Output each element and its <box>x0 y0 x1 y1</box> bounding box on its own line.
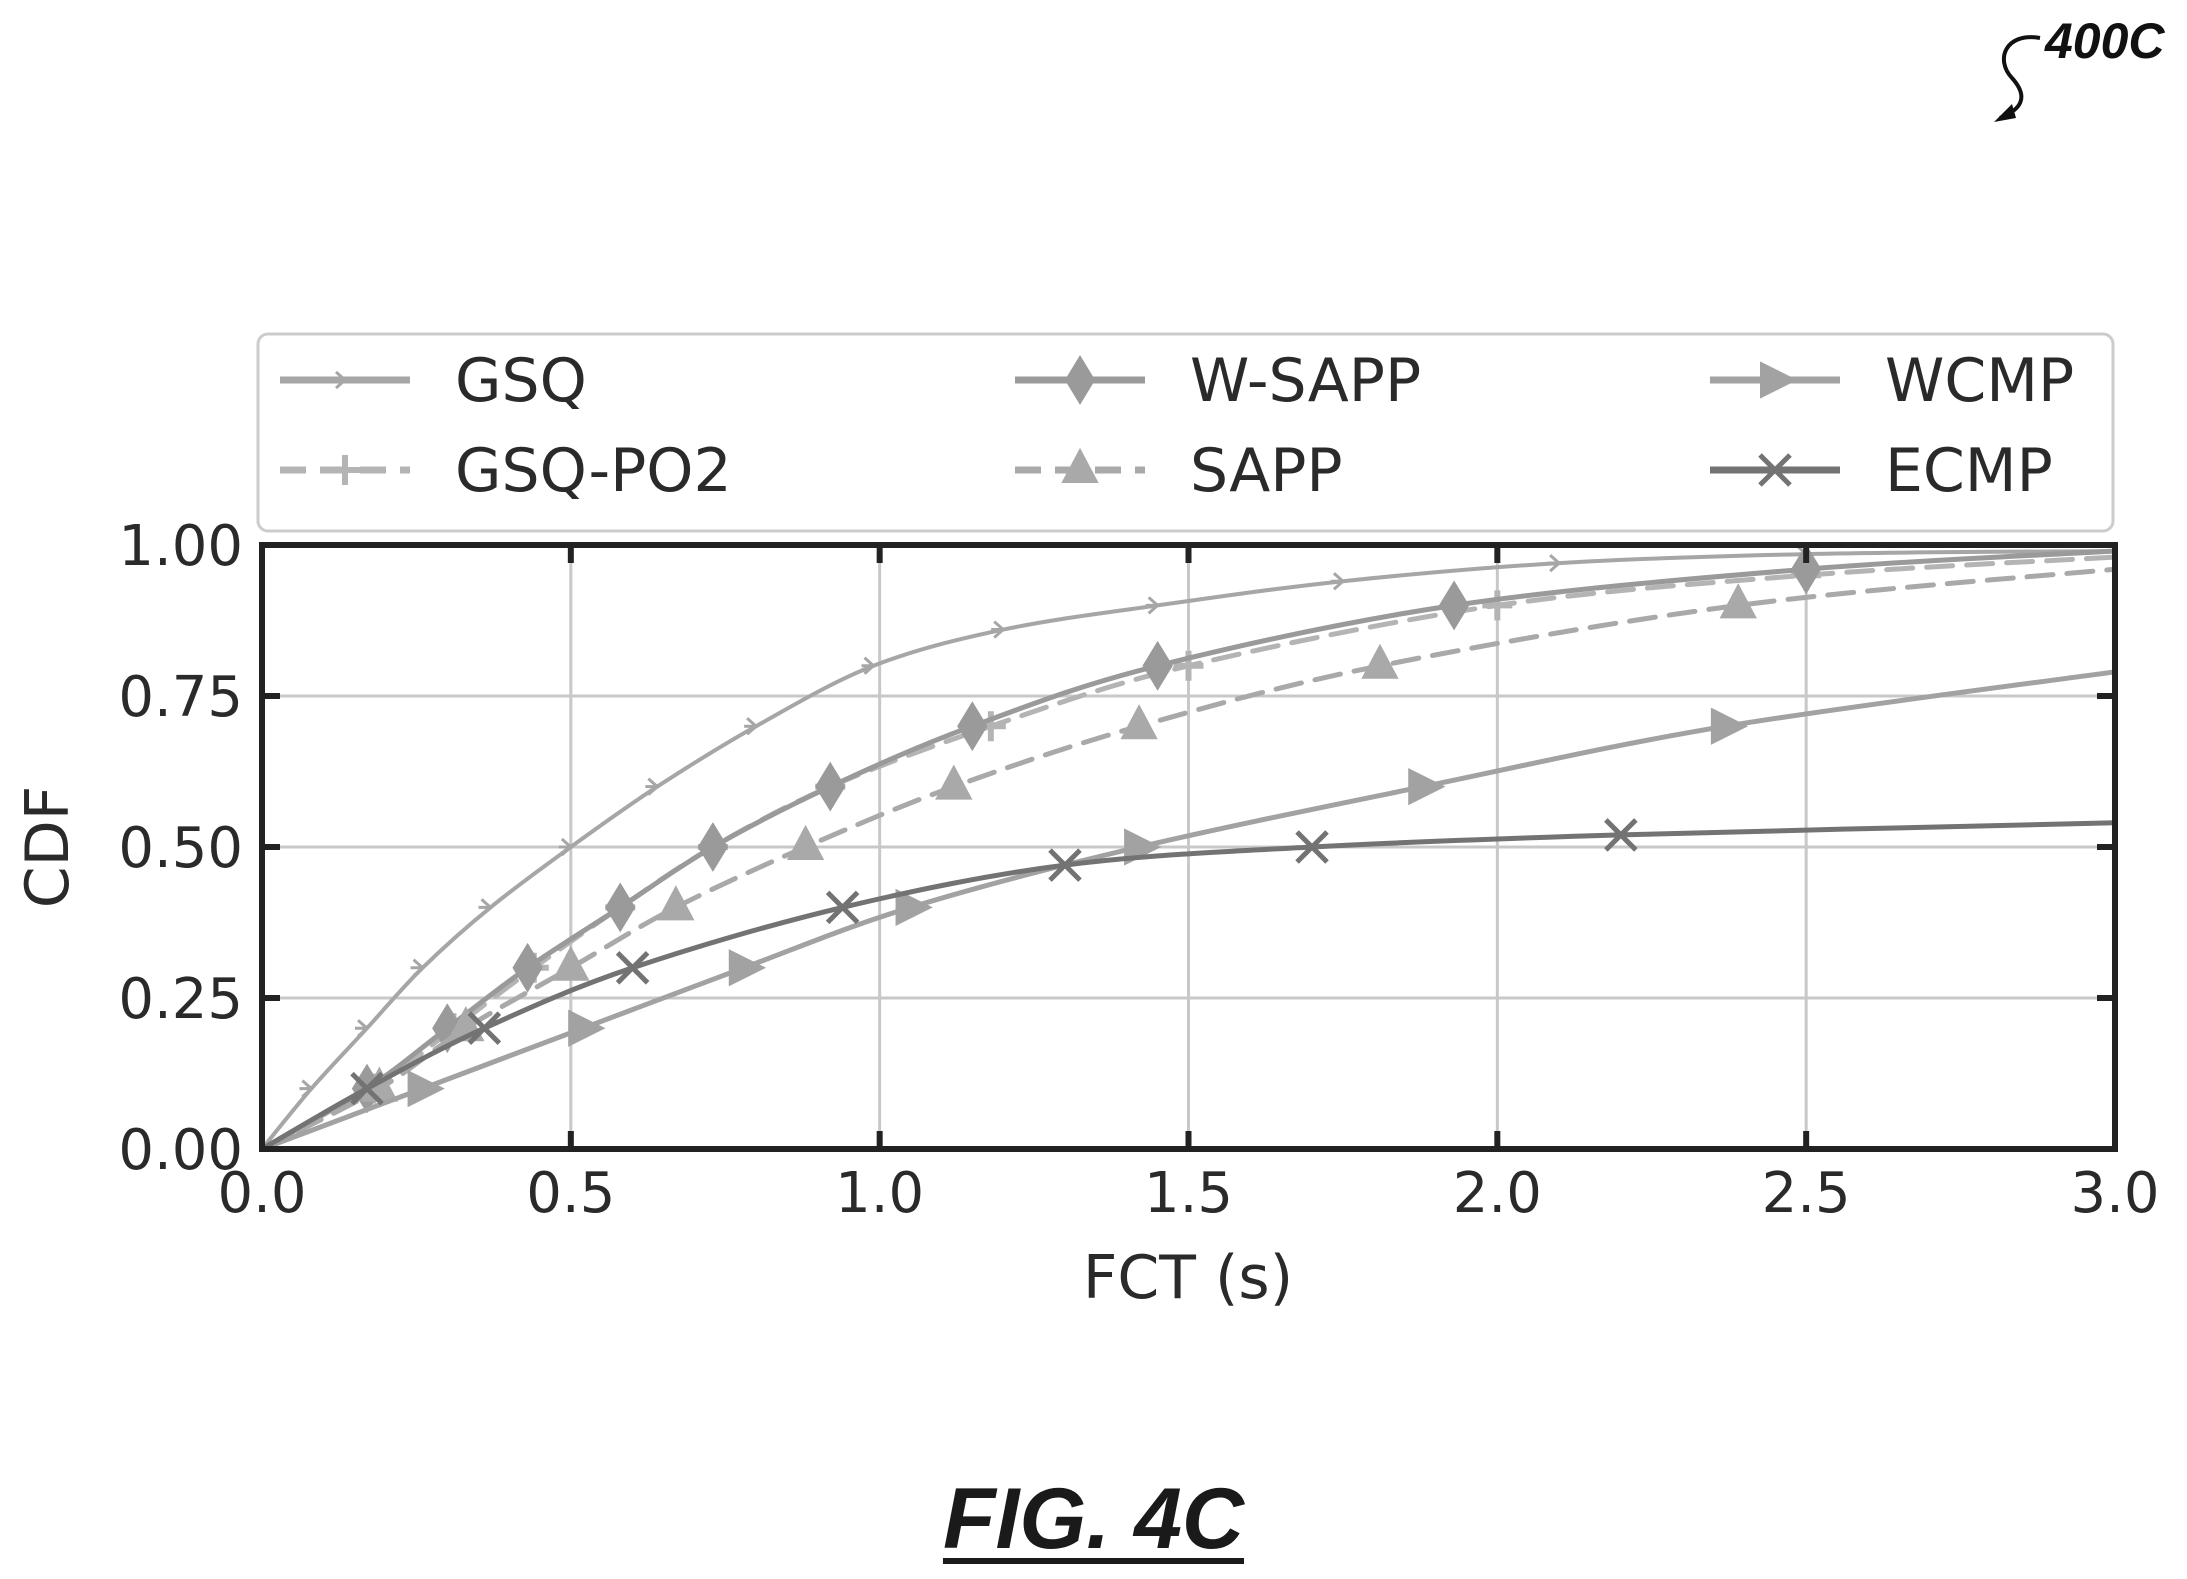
plot-area <box>259 542 2118 1152</box>
data-point-gsq <box>355 1019 370 1038</box>
data-point-gsq <box>1547 553 1562 573</box>
x-tick-label: 1.5 <box>1144 1161 1233 1226</box>
data-point-sapp <box>657 885 695 921</box>
legend-label: GSQ-PO2 <box>455 436 732 506</box>
data-point-ecmp <box>825 890 860 925</box>
data-point-gsq-po2 <box>1482 590 1513 621</box>
figure-caption: FIG. 4C <box>0 1470 2187 1569</box>
tick-labels: 0.0 0.5 1.0 1.5 2.0 2.5 3.0 0.00 0.25 0.50 0.75 1.0… <box>118 514 2159 1226</box>
data-point-sapp <box>1719 583 1757 619</box>
legend-item-sapp: SAPP <box>1015 436 1343 506</box>
data-point-w-sapp <box>1790 544 1822 595</box>
data-point-wcmp <box>895 888 933 927</box>
axis-ticks <box>259 542 2118 1152</box>
x-tick-label: 2.0 <box>1453 1161 1542 1226</box>
reference-arrow-icon <box>1994 35 2041 122</box>
x-tick-label: 0.5 <box>526 1161 615 1226</box>
x-tick-label: 2.5 <box>1762 1161 1851 1226</box>
legend-item-wcmp: WCMP <box>1710 346 2074 416</box>
data-point-sapp <box>1361 643 1399 679</box>
data-point-gsq <box>645 777 660 796</box>
data-point-wcmp <box>728 949 767 987</box>
data-point-sapp <box>552 945 590 981</box>
x-tick-label: 1.0 <box>835 1161 924 1226</box>
legend-item-ecmp: ECMP <box>1710 436 2053 506</box>
y-axis-label: CDF <box>13 786 83 909</box>
series-ecmp <box>259 818 2118 1152</box>
legend-marker-icon <box>1064 355 1096 405</box>
data-point-gsq <box>410 958 425 977</box>
series-gsq <box>260 544 2117 1151</box>
legend-item-w-sapp: W-SAPP <box>1015 346 1421 416</box>
legend-item-gsq-po2: GSQ-PO2 <box>280 436 732 506</box>
data-point-ecmp <box>1048 848 1082 882</box>
legend: GSQ W-SAPP WCMP GSQ-PO2 SAPP ECMP <box>256 332 2115 533</box>
legend-item-gsq: GSQ <box>280 346 587 416</box>
x-tick-label: 3.0 <box>2070 1161 2159 1226</box>
data-point-gsq <box>299 1079 314 1098</box>
figure-reference-number: 400C <box>2045 13 2165 69</box>
data-point-sapp <box>786 824 825 860</box>
data-point-sapp <box>1120 704 1158 740</box>
x-tick-label: 0.0 <box>217 1161 306 1226</box>
legend-label: ECMP <box>1885 436 2053 506</box>
data-point-w-sapp <box>605 882 636 933</box>
data-point-gsq <box>744 717 759 736</box>
data-point-wcmp <box>1710 707 1749 745</box>
y-tick-label: 0.00 <box>118 1118 243 1183</box>
data-point-wcmp <box>407 1069 445 1108</box>
data-point-gsq <box>1330 572 1346 591</box>
data-point-w-sapp <box>957 701 988 752</box>
data-point-wcmp <box>1408 767 1446 806</box>
data-point-gsq <box>861 656 876 675</box>
data-point-gsq <box>478 898 493 917</box>
series-layer <box>259 544 2118 1152</box>
legend-label: W-SAPP <box>1190 346 1421 416</box>
series-sapp <box>259 566 2118 1152</box>
data-point-wcmp <box>568 1009 606 1047</box>
y-tick-label: 0.75 <box>118 665 243 730</box>
data-point-ecmp <box>615 951 650 985</box>
y-tick-label: 0.25 <box>118 967 243 1032</box>
data-point-w-sapp <box>815 761 846 812</box>
legend-label: GSQ <box>455 346 587 416</box>
data-point-gsq <box>558 837 574 857</box>
data-point-ecmp <box>467 1011 502 1045</box>
y-tick-label: 0.50 <box>118 816 243 881</box>
data-point-gsq <box>991 620 1006 639</box>
legend-label: SAPP <box>1190 436 1343 506</box>
series-line-wcmp <box>259 669 2118 1152</box>
data-point-w-sapp <box>1142 640 1173 691</box>
data-point-w-sapp <box>512 942 543 993</box>
legend-marker-icon <box>1760 361 1798 399</box>
series-line-ecmp <box>259 820 2118 1152</box>
legend-marker-icon <box>1061 447 1099 483</box>
legend-marker-icon <box>333 370 348 390</box>
legend-marker-icon <box>1758 453 1792 487</box>
data-point-ecmp <box>1295 830 1329 864</box>
y-tick-label: 1.00 <box>118 514 243 579</box>
data-point-w-sapp <box>1438 580 1470 631</box>
figure-caption-text: FIG. 4C <box>942 1471 1245 1567</box>
data-point-sapp <box>935 764 973 800</box>
legend-marker-icon <box>330 455 360 485</box>
data-point-gsq <box>1145 596 1160 615</box>
data-point-ecmp <box>1604 818 1638 852</box>
legend-frame <box>256 332 2115 533</box>
legend-label: WCMP <box>1885 346 2074 416</box>
x-axis-label: FCT (s) <box>1083 1243 1293 1313</box>
data-point-w-sapp <box>697 822 729 872</box>
series-wcmp <box>259 669 2118 1152</box>
data-point-ecmp <box>350 1071 384 1106</box>
